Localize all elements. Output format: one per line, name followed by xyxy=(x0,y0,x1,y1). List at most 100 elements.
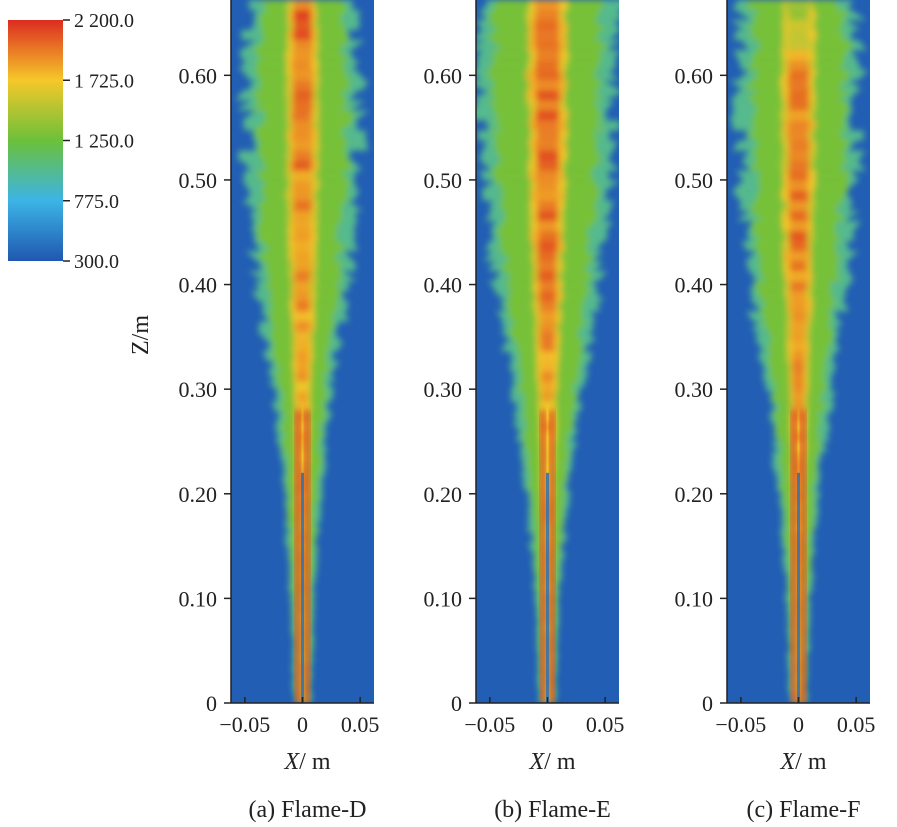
flame-cell xyxy=(791,321,807,332)
flame-cell xyxy=(536,130,560,141)
flame-cell xyxy=(294,261,312,272)
flame-cell xyxy=(792,391,805,402)
flame-cell xyxy=(789,220,809,231)
flame-cell xyxy=(534,0,560,11)
flame-cell xyxy=(791,371,805,382)
panel-2: 00.100.200.300.400.500.60−0.05 0 0.05X/ m(… xyxy=(424,0,624,823)
x-axis-label-var: X xyxy=(779,749,796,775)
flame-cell xyxy=(539,351,555,362)
flame-cell xyxy=(535,180,559,191)
flame-cell xyxy=(792,381,805,392)
jet-streak xyxy=(295,410,301,703)
y-tick-label: 0.30 xyxy=(424,377,463,402)
x-axis-label: X/ m xyxy=(528,749,575,775)
flame-cell xyxy=(539,341,556,352)
x-axis-label: X/ m xyxy=(283,749,330,775)
flame-cell xyxy=(787,180,808,191)
flame-cell xyxy=(787,20,809,31)
flame-cell xyxy=(297,381,309,392)
flame-cell xyxy=(534,120,560,131)
flame-cell xyxy=(541,391,555,402)
flame-cell xyxy=(788,190,809,201)
flame-cell xyxy=(788,200,809,211)
flame-cell xyxy=(788,160,810,171)
colorbar: 2 200.0 1 725.0 1 250.0 775.0 300.0 xyxy=(8,10,134,273)
flame-cell xyxy=(291,100,314,111)
flame-cell xyxy=(292,50,313,61)
colorbar-tick-label: 1 725.0 xyxy=(74,70,134,92)
flame-cell xyxy=(297,401,308,412)
flame-cell xyxy=(789,241,808,252)
jet-streak xyxy=(800,410,806,703)
flame-cell xyxy=(292,120,313,131)
x-axis-label-unit: / m xyxy=(795,749,827,775)
flame-cell xyxy=(296,371,308,382)
flame-cell xyxy=(791,361,805,372)
flame-cell xyxy=(294,301,311,312)
y-tick-label: 0.60 xyxy=(424,63,463,88)
flame-cell xyxy=(787,80,810,91)
jet-streak xyxy=(540,410,546,703)
y-tick-label: 0.50 xyxy=(179,168,218,193)
flame-cell xyxy=(293,251,312,262)
y-tick-label: 0.50 xyxy=(675,168,714,193)
flame-cell xyxy=(292,80,313,91)
flame-cell xyxy=(787,10,809,21)
flame-cell xyxy=(535,100,561,111)
panels: 00.100.200.300.400.500.60−0.05 0 0.05X/ m(… xyxy=(179,0,875,823)
flame-cell xyxy=(536,160,560,171)
flame-cell xyxy=(292,130,313,141)
flame-cell xyxy=(790,301,808,312)
flame-cell xyxy=(535,50,561,61)
x-tick-label: 0.05 xyxy=(341,712,380,737)
flame-cell xyxy=(789,271,808,282)
flame-cell xyxy=(295,341,310,352)
panel-caption: (c) Flame-F xyxy=(747,797,861,823)
flame-cell xyxy=(292,230,313,242)
flame-cell xyxy=(787,110,810,121)
flame-cell xyxy=(292,170,313,181)
flame-cell xyxy=(292,190,313,201)
jet-core xyxy=(797,472,800,703)
y-tick-label: 0.20 xyxy=(675,482,714,507)
flame-cell xyxy=(535,140,559,151)
flame-cell xyxy=(535,190,559,201)
flame-cell xyxy=(535,110,560,121)
flame-cell xyxy=(789,261,808,272)
flame-cell xyxy=(292,180,313,191)
flame-cell xyxy=(536,210,558,221)
flame-cell xyxy=(535,90,561,101)
flame-cell xyxy=(539,311,556,322)
jet-streaks xyxy=(540,410,555,703)
flame-cell xyxy=(292,90,314,101)
flame-cell xyxy=(787,0,809,11)
flame-cell xyxy=(294,311,310,322)
colorbar-tick-label: 1 250.0 xyxy=(74,131,134,153)
flame-cell xyxy=(292,70,314,81)
panel-caption: (b) Flame-E xyxy=(494,797,611,823)
y-tick-label: 0.40 xyxy=(675,273,714,298)
x-tick-label: −0.05 xyxy=(219,712,270,737)
flame-cell xyxy=(291,160,312,171)
x-tick-label: 0 xyxy=(297,712,308,737)
y-tick-label: 0.40 xyxy=(424,273,463,298)
flame-cell xyxy=(539,301,557,312)
flame-cell xyxy=(788,150,809,161)
flame-cell xyxy=(789,251,808,262)
y-axis-label: Z/m xyxy=(128,315,154,355)
flame-cell xyxy=(540,371,555,382)
flame-cell xyxy=(538,281,557,292)
flame-cell xyxy=(297,391,308,402)
flame-cell xyxy=(788,230,808,242)
y-tick-label: 0.10 xyxy=(675,586,714,611)
flame-cell xyxy=(541,401,554,412)
flame-cell xyxy=(788,100,810,111)
flame-cell xyxy=(534,30,559,41)
x-axis-label-unit: / m xyxy=(299,749,331,775)
flame-cell xyxy=(537,271,557,282)
flame-cell xyxy=(293,10,312,21)
y-tick-label: 0.20 xyxy=(179,482,218,507)
y-tick-label: 0 xyxy=(451,691,462,716)
flame-cell xyxy=(292,30,312,41)
colorbar-scale xyxy=(8,20,63,261)
